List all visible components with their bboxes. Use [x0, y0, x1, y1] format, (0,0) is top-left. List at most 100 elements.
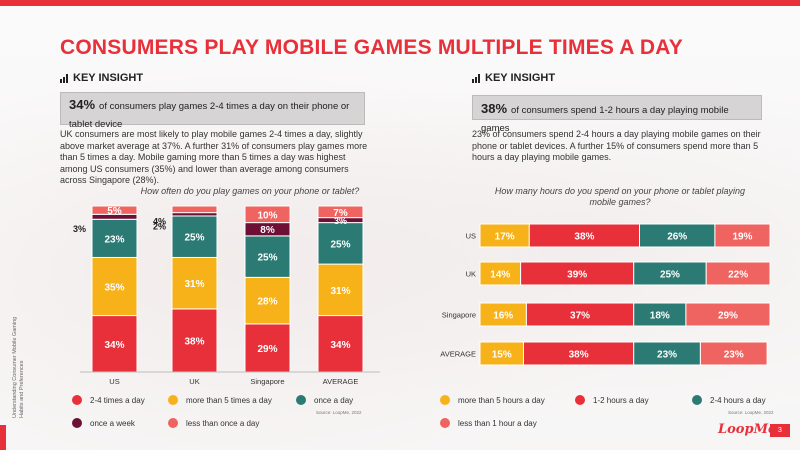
legend-item: less than once a day: [168, 418, 259, 428]
bar-segment: [317, 205, 364, 219]
frequency-stacked-bar-chart: 34% 35% 23% 3% 5% US 38% 31% 25% 2%4% UK 29% 28% 25% 8…: [73, 205, 380, 386]
bar-value-label: 26%: [667, 232, 687, 243]
left-source: Source: LoopMe, 2022: [316, 410, 362, 415]
bar-segment: [91, 218, 138, 258]
legend-swatch: [168, 418, 178, 428]
bar-value-label: 10%: [257, 210, 277, 221]
bar-segment: [317, 315, 364, 373]
bar-value-label: 31%: [184, 279, 204, 290]
category-label: UK: [189, 377, 199, 386]
bar-value-label: 28%: [257, 297, 277, 308]
legend-label: 1-2 hours a day: [593, 395, 649, 405]
side-document-title: Understanding Consumer Mobile Gaming Hab…: [12, 316, 25, 418]
legend-swatch: [168, 395, 178, 405]
legend-swatch: [440, 418, 450, 428]
legend-label: 2-4 times a day: [90, 395, 145, 405]
bar-segment: [699, 341, 768, 366]
bar-value-label: 38%: [569, 350, 589, 361]
bar-value-label: 39%: [567, 270, 587, 281]
left-insight-text: of consumers play games 2-4 times a day …: [69, 101, 350, 130]
loopme-logo: LoopMe: [718, 422, 777, 437]
bar-value-label: 14%: [490, 270, 510, 281]
right-key-insight-heading: KEY INSIGHT: [472, 72, 555, 84]
side-accent-bar: [0, 425, 6, 450]
bar-value-label: 23%: [104, 234, 124, 245]
bar-value-label: 17%: [495, 232, 515, 243]
left-insight-stat: 34%: [69, 97, 96, 112]
bar-segment: [244, 323, 291, 373]
category-label: US: [109, 377, 119, 386]
right-question-line-1: How many hours do you spend on your phon…: [494, 186, 746, 196]
bar-value-label: 7%: [333, 208, 348, 219]
bar-segment: [171, 308, 218, 373]
category-label: Singapore: [442, 311, 476, 320]
right-question-line-2: mobile games?: [589, 197, 651, 207]
legend-label: more than 5 times a day: [186, 395, 272, 405]
legend-swatch: [72, 418, 82, 428]
bar-value-label: 29%: [257, 344, 277, 355]
bar-value-label: 16%: [493, 311, 513, 322]
bar-value-label: 25%: [330, 239, 350, 250]
bar-segment: [705, 261, 771, 286]
bar-chart-icon: [60, 73, 68, 83]
legend-swatch: [440, 395, 450, 405]
bar-value-label: 38%: [574, 232, 594, 243]
bar-value-label: 37%: [570, 311, 590, 322]
legend-label: less than once a day: [186, 418, 260, 428]
bar-value-label: 25%: [660, 270, 680, 281]
bar-value-label: 23%: [657, 350, 677, 361]
right-insight-box: 38% of consumers spend 1-2 hours a day pl…: [472, 95, 762, 134]
legend-item: 2-4 hours a day: [692, 395, 766, 405]
hours-stacked-bar-chart: US 17% 38% 26% 19% UK 14% 39% 25% 22% Singapore 16%…: [440, 223, 771, 366]
bar-segment: [91, 205, 138, 215]
bar-value-label: 2%: [153, 221, 166, 231]
right-source: Source: LoopMe, 2022: [728, 410, 774, 415]
bar-value-label: 15%: [492, 350, 512, 361]
right-paragraph: 23% of consumers spend 2-4 hours a day p…: [472, 129, 761, 162]
page-number: 3: [770, 424, 790, 437]
bar-value-label: 4%: [153, 216, 166, 226]
bar-value-label: 23%: [724, 350, 744, 361]
bar-segment: [317, 263, 364, 317]
bar-segment: [714, 223, 771, 248]
slide-title: CONSUMERS PLAY MOBILE GAMES MULTIPLE TIM…: [60, 36, 683, 59]
bar-value-label: 38%: [184, 336, 204, 347]
bar-value-label: 3%: [334, 216, 347, 226]
bar-value-label: 34%: [330, 340, 350, 351]
left-key-insight-heading: KEY INSIGHT: [60, 72, 143, 84]
category-label: US: [466, 232, 476, 241]
right-insight-stat: 38%: [481, 101, 508, 116]
category-label: Singapore: [250, 377, 284, 386]
left-paragraph: UK consumers are most likely to play mob…: [60, 129, 368, 185]
category-label: UK: [466, 270, 476, 279]
bar-value-label: 34%: [104, 340, 124, 351]
legend-item: more than 5 times a day: [168, 395, 272, 405]
legend-item: less than 1 hour a day: [440, 418, 537, 428]
legend-item: once a day: [296, 395, 353, 405]
left-key-insight-label: KEY INSIGHT: [73, 72, 144, 84]
bar-value-label: 5%: [107, 206, 122, 217]
bar-value-label: 3%: [73, 224, 86, 234]
bar-segment: [685, 302, 771, 327]
legend-swatch: [296, 395, 306, 405]
bar-value-label: 31%: [330, 286, 350, 297]
bar-value-label: 25%: [184, 233, 204, 244]
bar-value-label: 29%: [718, 311, 738, 322]
bar-segment: [171, 215, 218, 258]
legend-label: less than 1 hour a day: [458, 418, 537, 428]
legend-label: 2-4 hours a day: [710, 395, 766, 405]
legend-swatch: [72, 395, 82, 405]
bar-segment: [171, 205, 218, 214]
right-key-insight-label: KEY INSIGHT: [485, 72, 556, 84]
left-chart-question: How often do you play games on your phon…: [140, 186, 360, 196]
legend-label: once a day: [314, 395, 354, 405]
legend-item: more than 5 hours a day: [440, 395, 545, 405]
legend-swatch: [692, 395, 702, 405]
legend-item: 1-2 hours a day: [575, 395, 649, 405]
category-label: AVERAGE: [323, 377, 359, 386]
bar-chart-icon: [472, 73, 480, 83]
bar-segment: [244, 235, 291, 278]
left-insight-box: 34% of consumers play games 2-4 times a d…: [60, 92, 365, 130]
bar-value-label: 8%: [260, 225, 275, 236]
legend-label: more than 5 hours a day: [458, 395, 545, 405]
